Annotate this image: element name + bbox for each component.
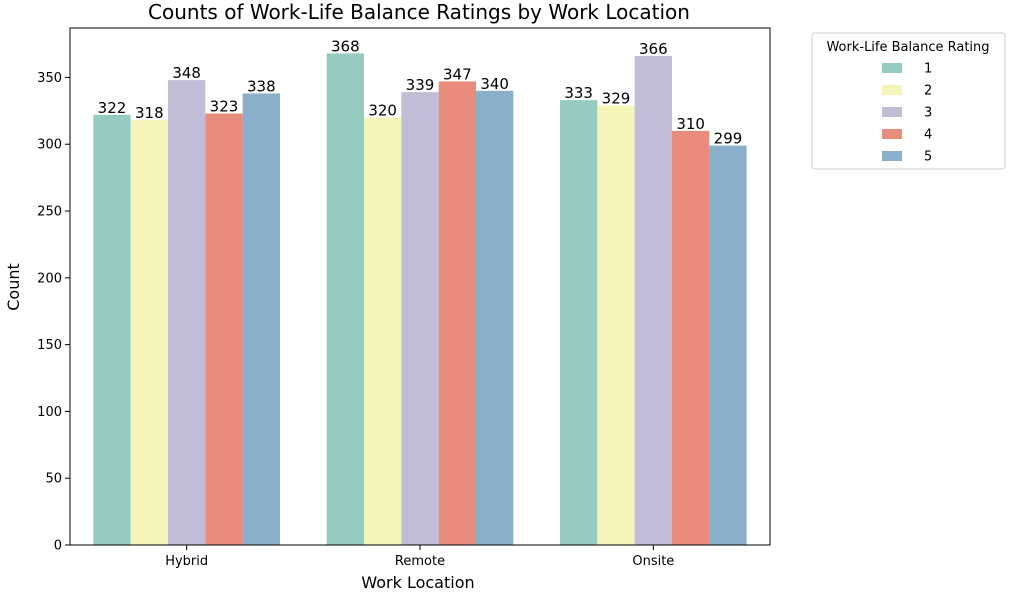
legend-swatch [882, 107, 902, 117]
bar-value-label: 348 [172, 64, 201, 82]
legend-swatch [882, 151, 902, 161]
bar [560, 100, 598, 545]
legend-entry-label: 5 [924, 150, 932, 165]
x-tick-label: Hybrid [165, 554, 208, 569]
bar-value-label: 329 [602, 89, 631, 107]
bar-value-label: 318 [135, 104, 164, 122]
y-tick-label: 250 [37, 205, 62, 220]
bar-value-label: 340 [480, 75, 509, 93]
y-axis-label: Count [4, 263, 23, 311]
x-axis-label: Work Location [361, 573, 474, 592]
y-tick-label: 350 [37, 71, 62, 86]
bar [242, 93, 280, 546]
bar-value-label: 299 [714, 130, 743, 148]
y-tick-label: 200 [37, 271, 62, 286]
bar-labels: 322 368 333 318 320 329 348 339 366 323 347 310 338 3… [98, 37, 743, 147]
bar-value-label: 322 [98, 99, 127, 117]
bar-value-label: 320 [368, 102, 397, 120]
plot-area: 322 368 333 318 320 329 348 339 366 323 347 310 338 3… [37, 27, 771, 569]
bar-value-label: 310 [676, 115, 705, 133]
bar-value-label: 338 [247, 77, 276, 95]
bar [438, 81, 476, 545]
y-axis: 0 50 100 150 200 250 300 350 [37, 28, 71, 554]
bar [401, 92, 439, 546]
chart-title: Counts of Work-Life Balance Ratings by W… [148, 0, 690, 24]
bar-value-label: 323 [210, 98, 239, 116]
bar-value-label: 366 [639, 40, 668, 58]
legend-items: 1 2 3 4 5 [882, 62, 932, 165]
y-tick-label: 300 [37, 138, 62, 153]
bar [326, 53, 364, 545]
bar [364, 117, 402, 545]
bar [130, 120, 168, 546]
bar [597, 105, 635, 545]
bar [168, 80, 206, 545]
legend: Work-Life Balance Rating 1 2 3 4 5 [811, 32, 1006, 170]
bars [93, 53, 747, 546]
legend-frame [811, 32, 1006, 170]
x-tick-label: Onsite [632, 554, 674, 569]
legend-entry-label: 2 [924, 84, 932, 99]
bar-value-label: 347 [443, 65, 472, 83]
legend-title: Work-Life Balance Rating [826, 40, 989, 55]
legend-entry-label: 1 [924, 62, 932, 77]
y-tick-label: 0 [54, 539, 62, 554]
bar-value-label: 368 [331, 37, 360, 55]
legend-swatch [882, 63, 902, 73]
bar [93, 114, 131, 545]
y-tick-label: 50 [45, 472, 62, 487]
bar-value-label: 339 [406, 76, 435, 94]
bar [205, 113, 243, 545]
y-tick-label: 150 [37, 338, 62, 353]
bar [476, 90, 514, 545]
legend-swatch [882, 85, 902, 95]
legend-entry-label: 4 [924, 128, 932, 143]
bar [672, 130, 710, 545]
legend-entry-label: 3 [924, 106, 932, 121]
bar [634, 56, 672, 546]
x-axis: Hybrid Remote Onsite [70, 544, 770, 569]
bar [709, 145, 747, 545]
bar-value-label: 333 [564, 84, 593, 102]
x-tick-label: Remote [395, 554, 445, 569]
legend-swatch [882, 129, 902, 139]
y-tick-label: 100 [37, 405, 62, 420]
